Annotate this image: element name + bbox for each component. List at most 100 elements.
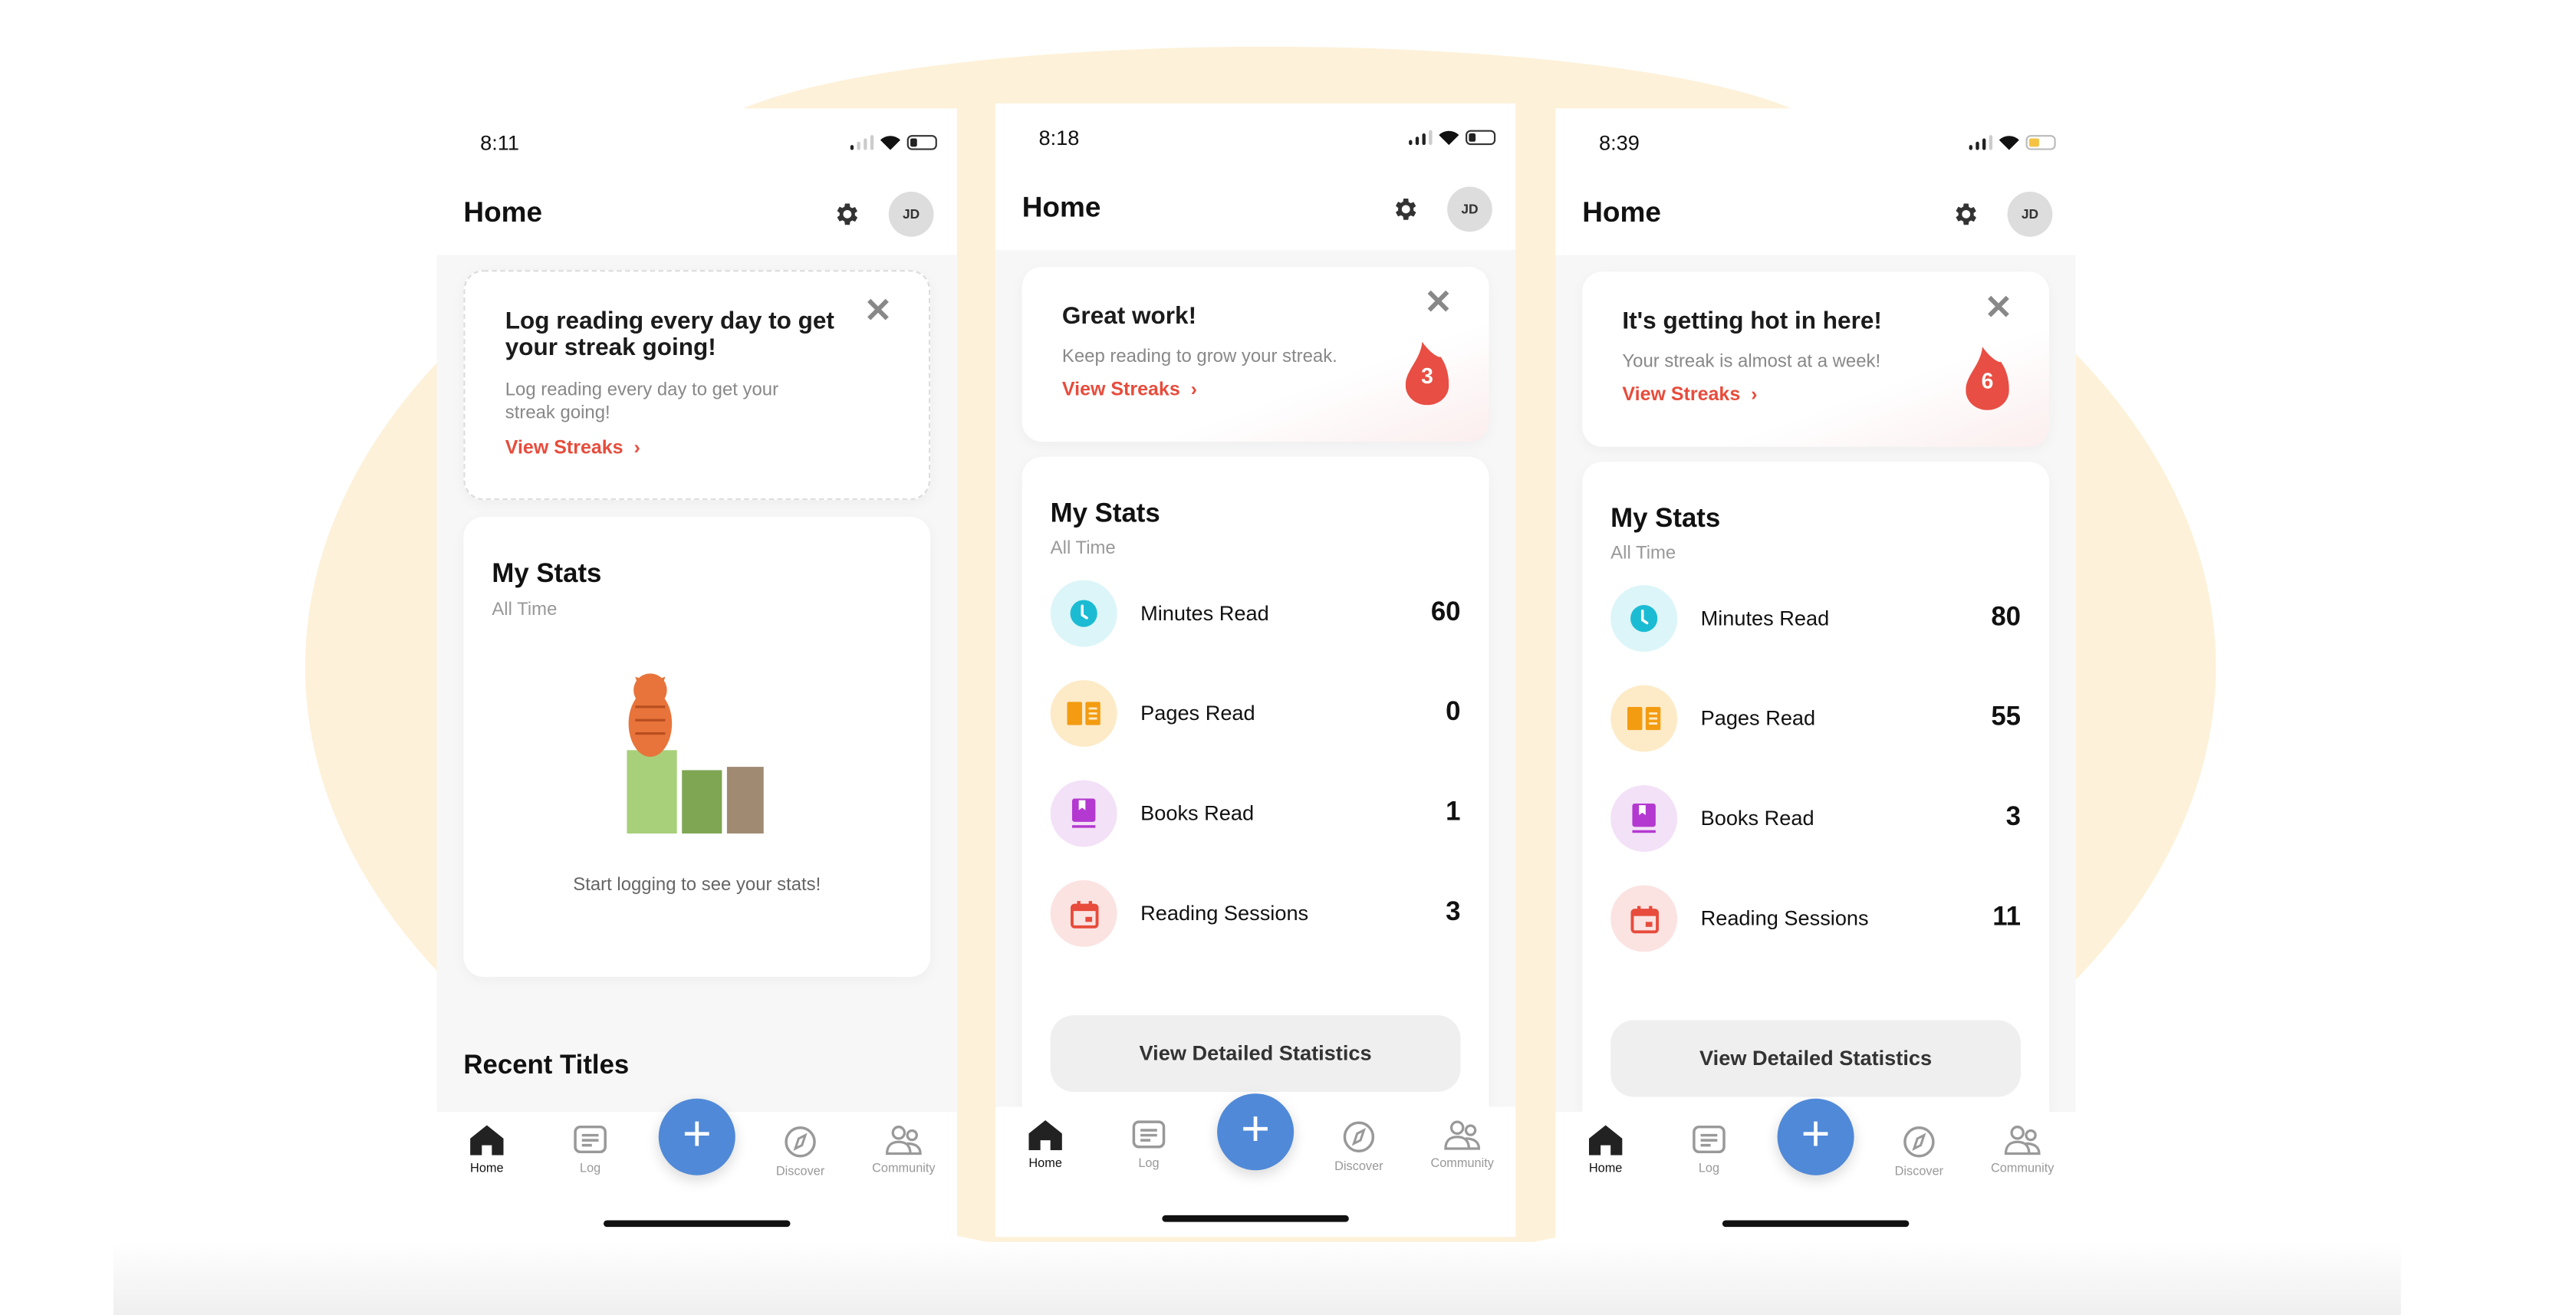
settings-gear-icon[interactable]: [832, 200, 860, 228]
phone-screen: 8:11 Home JD Log reading every day to ge…: [436, 108, 957, 1242]
streak-card-body: Log reading every day to get your streak…: [505, 380, 779, 424]
streak-card: It's getting hot in here! ✕ Your streak …: [1582, 271, 2049, 447]
stats-period: All Time: [492, 600, 558, 620]
phone-screen: 8:18 Home JD Great work! ✕ Keep reading …: [995, 103, 1516, 1238]
nav-label: Log: [1698, 1160, 1720, 1175]
page-title: Home: [1022, 192, 1101, 224]
nav-community[interactable]: Community: [1972, 1126, 2072, 1175]
status-icons: [1408, 129, 1496, 146]
flame-icon: 6: [1966, 347, 2009, 410]
stat-row: Minutes Read 80: [1610, 585, 2021, 653]
wifi-icon: [1999, 136, 2019, 150]
compass-icon: [1309, 1120, 1409, 1153]
stat-value: 55: [1991, 703, 2022, 732]
stat-label: Pages Read: [1700, 706, 1816, 731]
nav-home[interactable]: Home: [1555, 1125, 1655, 1175]
stat-row: Books Read 3: [1610, 785, 2021, 852]
close-icon[interactable]: ✕: [1424, 284, 1452, 322]
empty-stats-message: Start logging to see your stats!: [573, 875, 821, 896]
compass-icon: [750, 1126, 850, 1159]
battery-icon: [1466, 130, 1496, 146]
add-log-button[interactable]: +: [658, 1098, 735, 1175]
nav-log[interactable]: Log: [540, 1125, 640, 1175]
log-icon: [540, 1125, 640, 1156]
view-detailed-statistics-button[interactable]: View Detailed Statistics: [1050, 1015, 1461, 1093]
cat-on-books-illustration: [627, 673, 764, 834]
stats-period: All Time: [1610, 543, 1676, 564]
community-icon: [1972, 1126, 2072, 1156]
streak-card-title: It's getting hot in here!: [1622, 308, 1882, 335]
avatar[interactable]: JD: [1447, 186, 1492, 232]
close-icon[interactable]: ✕: [864, 293, 893, 330]
nav-community[interactable]: Community: [1412, 1120, 1512, 1170]
stat-value: 3: [1446, 898, 1461, 927]
content-area: It's getting hot in here! ✕ Your streak …: [1555, 255, 2076, 1162]
stats-card: My Stats All Time Minutes Read 80 Pages …: [1582, 462, 2049, 1162]
avatar[interactable]: JD: [2007, 192, 2053, 237]
view-streaks-label: View Streaks: [1061, 380, 1180, 400]
nav-label: Discover: [775, 1163, 825, 1179]
stat-label: Pages Read: [1140, 702, 1255, 725]
nav-home[interactable]: Home: [437, 1125, 537, 1175]
nav-label: Home: [470, 1160, 504, 1175]
stat-value: 1: [1446, 798, 1461, 827]
view-streaks-label: View Streaks: [1622, 385, 1741, 406]
signal-icon: [1408, 129, 1433, 145]
home-indicator: [1722, 1220, 1910, 1228]
home-icon: [437, 1125, 537, 1156]
status-icons: [849, 134, 937, 150]
nav-community[interactable]: Community: [854, 1126, 953, 1175]
nav-label: Community: [872, 1160, 936, 1175]
calendar-icon: [1050, 879, 1117, 947]
close-icon[interactable]: ✕: [1984, 290, 2013, 327]
stat-label: Minutes Read: [1700, 607, 1830, 630]
view-streaks-link[interactable]: View Streaks ›: [505, 439, 640, 459]
compass-icon: [1869, 1126, 1969, 1159]
bottom-nav: Home Log Discover Community +: [436, 1098, 957, 1242]
nav-label: Community: [1430, 1155, 1494, 1171]
signal-icon: [849, 134, 874, 150]
bottom-nav: Home Log Discover Community +: [1555, 1098, 2076, 1242]
stats-period: All Time: [1050, 538, 1116, 559]
add-log-button[interactable]: +: [1777, 1098, 1854, 1175]
nav-home[interactable]: Home: [995, 1119, 1095, 1170]
book-icon: [1050, 780, 1117, 847]
view-detailed-statistics-button[interactable]: View Detailed Statistics: [1610, 1020, 2022, 1097]
nav-log[interactable]: Log: [1659, 1125, 1758, 1175]
phone-screen: 8:39 Home JD It's getting hot in here! ✕…: [1555, 108, 2076, 1242]
stat-label: Reading Sessions: [1700, 906, 1869, 931]
streak-card-body: Keep reading to grow your streak.: [1061, 347, 1337, 367]
nav-discover[interactable]: Discover: [750, 1126, 850, 1179]
stat-row: Reading Sessions 11: [1610, 885, 2021, 952]
stat-label: Books Read: [1140, 801, 1255, 826]
add-log-button[interactable]: +: [1217, 1093, 1295, 1171]
view-streaks-link[interactable]: View Streaks ›: [1062, 380, 1197, 400]
nav-discover[interactable]: Discover: [1309, 1120, 1409, 1174]
home-indicator: [604, 1220, 791, 1228]
settings-gear-icon[interactable]: [1951, 200, 1979, 228]
stat-value: 11: [1992, 903, 2022, 932]
nav-label: Discover: [1334, 1158, 1383, 1174]
chevron-right-icon: ›: [628, 438, 640, 459]
home-icon: [995, 1119, 1095, 1151]
streak-count: 6: [1981, 368, 1994, 394]
view-streaks-link[interactable]: View Streaks ›: [1622, 385, 1757, 405]
settings-gear-icon[interactable]: [1390, 195, 1419, 223]
nav-label: Log: [580, 1160, 601, 1175]
wifi-icon: [880, 136, 901, 150]
pages-icon: [1050, 680, 1117, 747]
avatar[interactable]: JD: [888, 192, 934, 237]
battery-icon: [906, 135, 937, 150]
log-icon: [1099, 1120, 1199, 1150]
stats-title: My Stats: [1610, 505, 1721, 534]
battery-icon: [2025, 135, 2056, 150]
nav-label: Discover: [1894, 1163, 1944, 1179]
stats-title: My Stats: [492, 560, 602, 589]
nav-log[interactable]: Log: [1099, 1120, 1199, 1170]
nav-discover[interactable]: Discover: [1869, 1126, 1969, 1179]
stat-row: Reading Sessions 3: [1050, 879, 1461, 947]
view-streaks-label: View Streaks: [505, 438, 623, 459]
stat-row: Pages Read 55: [1610, 685, 2021, 752]
status-time: 8:39: [1598, 131, 1640, 156]
content-area: Log reading every day to get your streak…: [436, 255, 957, 1113]
